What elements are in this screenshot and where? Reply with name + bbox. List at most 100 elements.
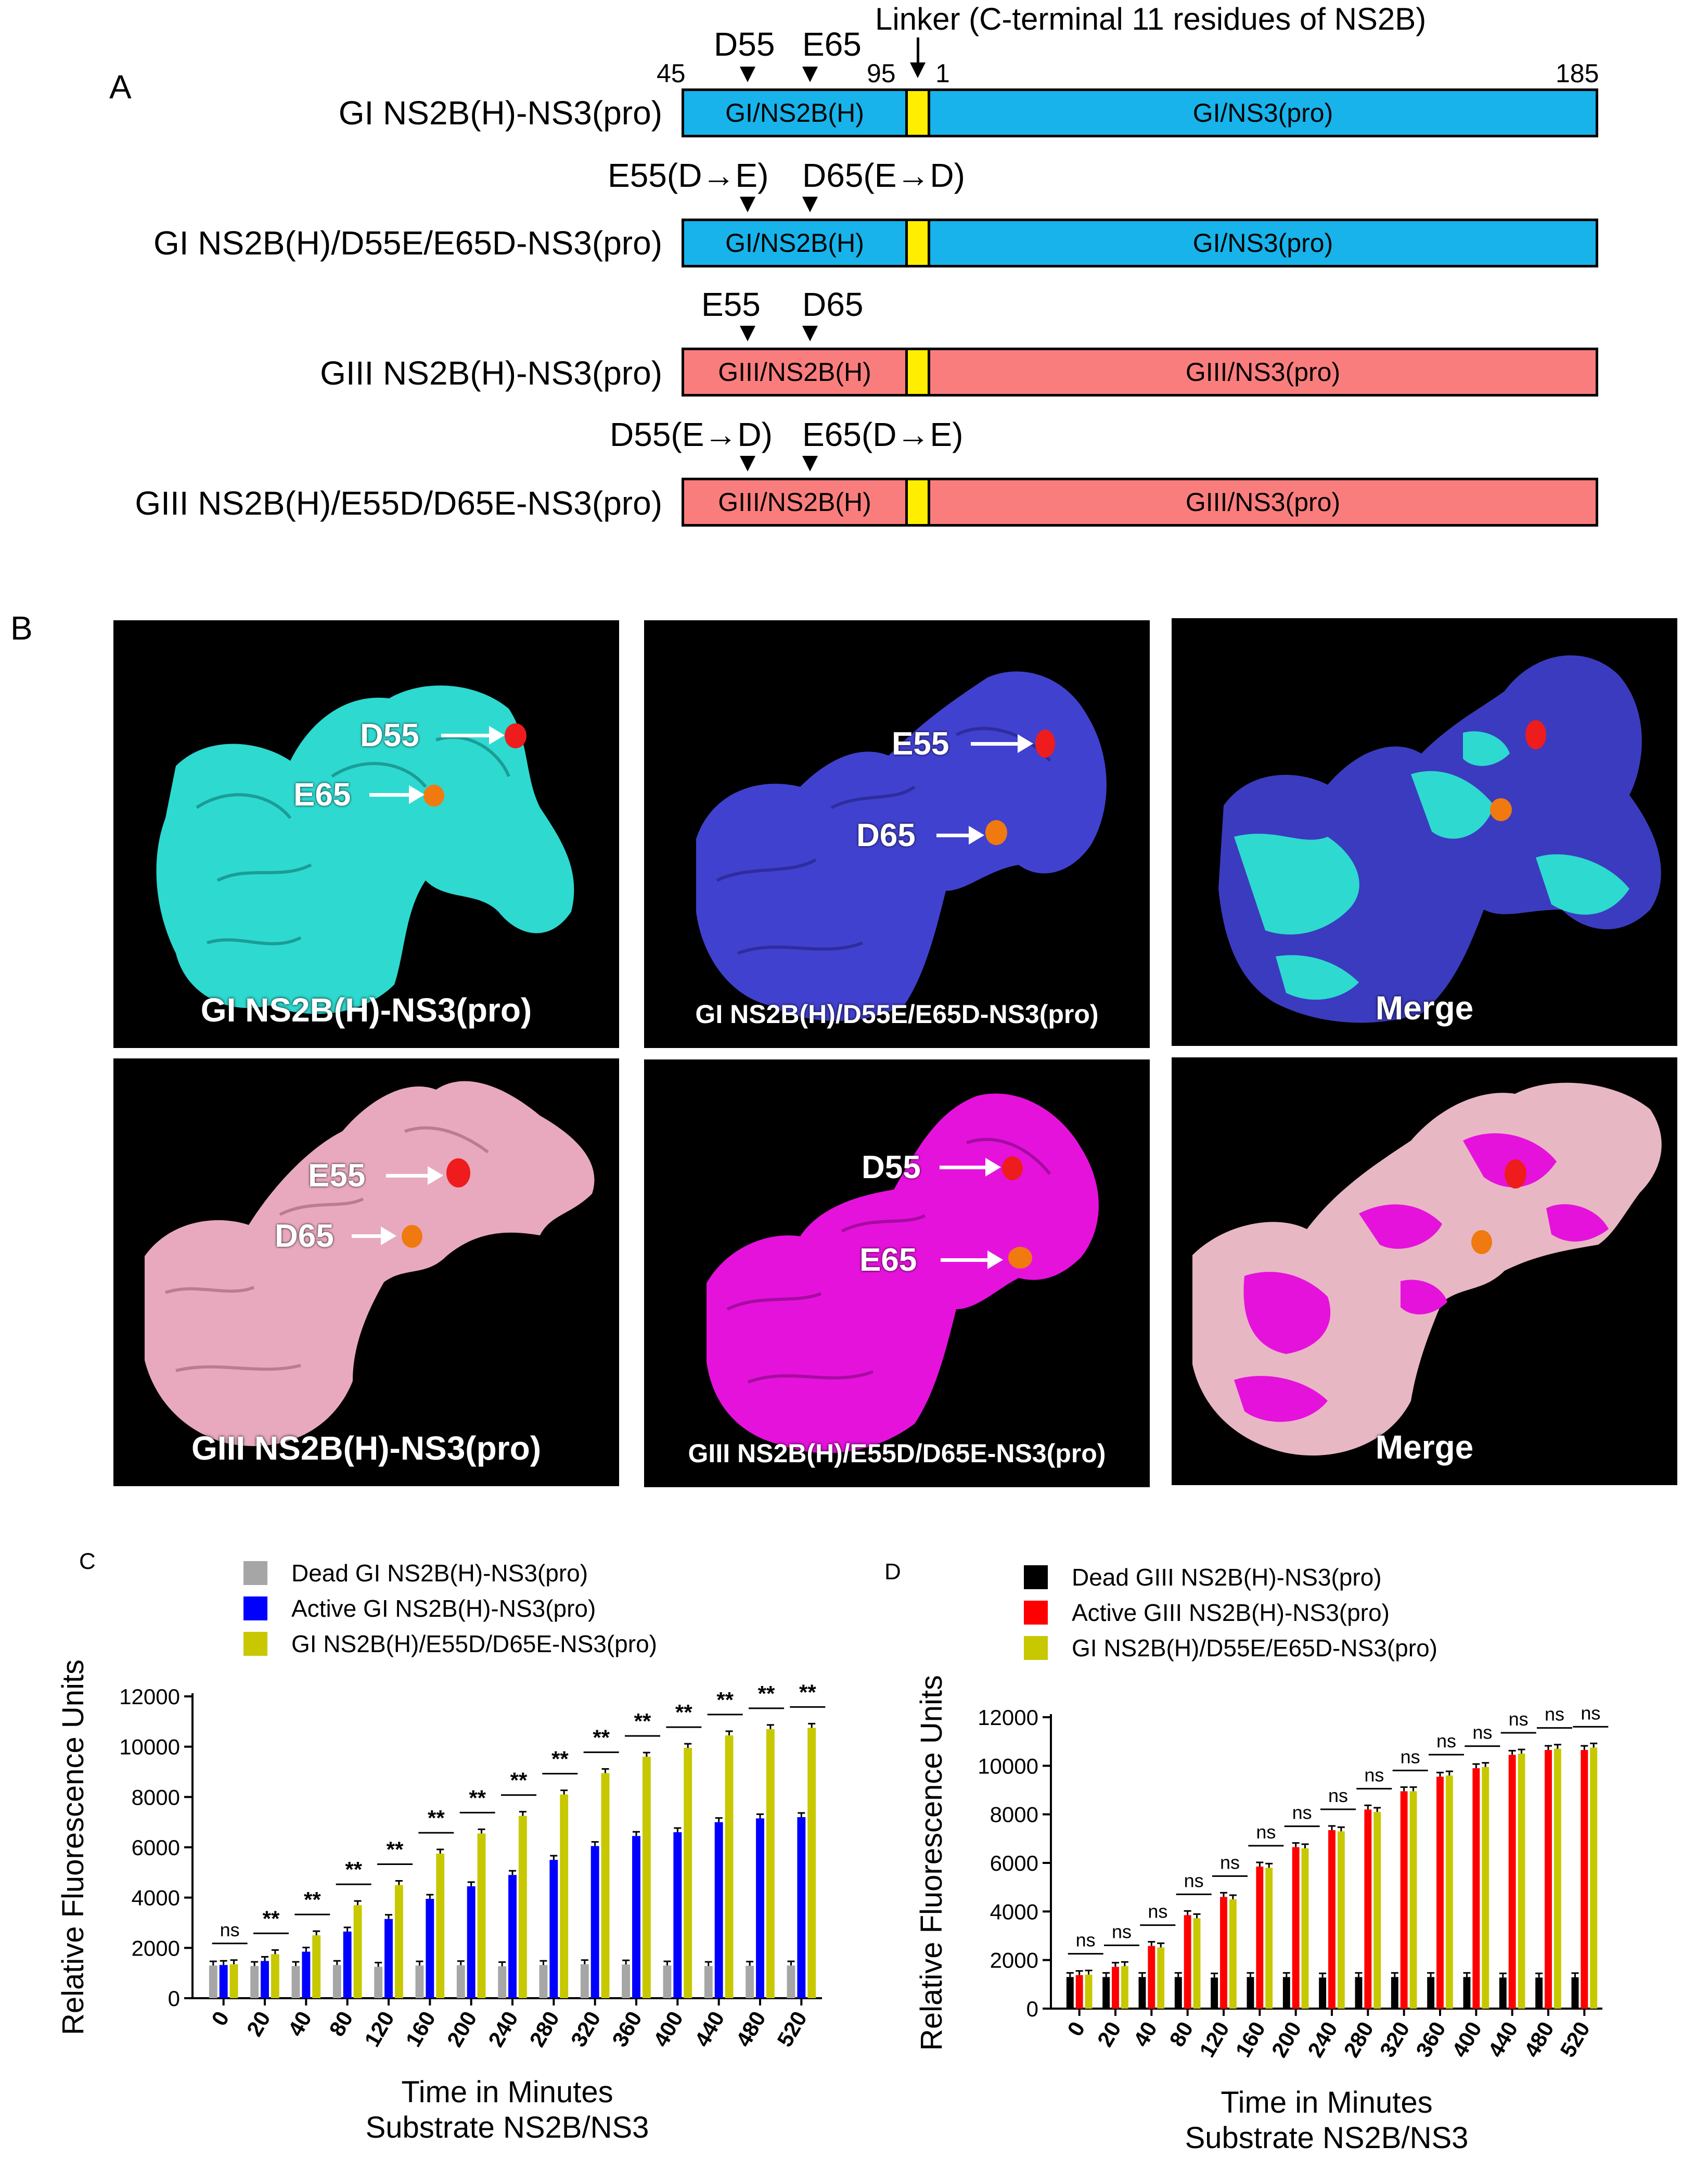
- pointer-arrow: [441, 734, 491, 737]
- y-tick-label: 6000: [132, 1835, 180, 1860]
- mutation-marker: [740, 326, 755, 341]
- bar: [1184, 1915, 1191, 2009]
- x-tick-label: 440: [690, 2007, 729, 2051]
- legend-entry: Active GIII NS2B(H)-NS3(pro): [1024, 1599, 1390, 1627]
- bar: [1075, 1975, 1083, 2009]
- bar: [1174, 1977, 1182, 2009]
- mutation-marker: [740, 197, 755, 212]
- residue-55-site: [446, 1158, 470, 1187]
- x-tick-label: 520: [1555, 2017, 1595, 2061]
- pointer-arrow-head: [987, 1250, 1003, 1269]
- ns3-segment: GIII/NS3(pro): [1185, 357, 1341, 387]
- significance-label: ns: [1220, 1851, 1240, 1873]
- x-tick-label: 520: [772, 2007, 812, 2051]
- bar: [632, 1836, 640, 1998]
- mutation-marker: [802, 456, 818, 471]
- position-185: 185: [1556, 59, 1599, 88]
- bar: [1085, 1974, 1093, 2009]
- residue-label: E65: [293, 777, 351, 813]
- x-axis-label: Time in Minutes: [1221, 2086, 1432, 2119]
- bar: [1535, 1977, 1543, 2009]
- significance-label: ns: [1328, 1785, 1348, 1806]
- bar: [1066, 1977, 1074, 2009]
- bar: [250, 1966, 259, 1998]
- bar: [1409, 1791, 1417, 2009]
- ns3-segment: GI/NS3(pro): [1192, 228, 1333, 258]
- linker-arrow-head: [910, 62, 926, 78]
- pointer-arrow-head: [969, 826, 984, 845]
- bar: [590, 1846, 599, 1998]
- legend-swatch: [1024, 1636, 1048, 1660]
- residue-55-site: [1035, 730, 1055, 758]
- bar: [746, 1965, 754, 1998]
- bar: [539, 1965, 548, 1998]
- pointer-arrow: [936, 834, 971, 837]
- pointer-arrow: [971, 742, 1020, 746]
- mutation-label: E65: [802, 25, 862, 63]
- legend-swatch: [243, 1632, 267, 1656]
- structure-image-gi-mutant: E55 D65 GI NS2B(H)/D55E/E65D-NS3(pro): [644, 620, 1150, 1048]
- bar: [1482, 1767, 1489, 2009]
- legend-entry: Active GI NS2B(H)-NS3(pro): [243, 1594, 596, 1622]
- bar: [343, 1931, 352, 1998]
- bar: [787, 1965, 795, 1998]
- image-caption: GI NS2B(H)-NS3(pro): [200, 991, 532, 1029]
- position-45: 45: [657, 59, 686, 88]
- significance-label: ns: [1184, 1870, 1204, 1891]
- residue-55-site: [505, 723, 526, 748]
- x-tick-label: 200: [1267, 2017, 1306, 2061]
- legend-label: GI NS2B(H)/E55D/D65E-NS3(pro): [291, 1630, 657, 1657]
- bar: [498, 1966, 507, 1998]
- legend-label: GI NS2B(H)/D55E/E65D-NS3(pro): [1072, 1634, 1437, 1662]
- ns2b-segment: GI/NS2B(H): [725, 98, 864, 127]
- ns2b-segment: GI/NS2B(H): [725, 228, 864, 258]
- ns3-segment: GI/NS3(pro): [1192, 98, 1333, 127]
- bar: [456, 1965, 465, 1998]
- bar: [1590, 1747, 1598, 2009]
- x-tick-label: 20: [242, 2007, 275, 2040]
- residue-65-site: [423, 785, 444, 807]
- bar: [797, 1817, 806, 1998]
- legend-label: Dead GIII NS2B(H)-NS3(pro): [1072, 1564, 1382, 1591]
- legend-swatch: [1024, 1601, 1048, 1625]
- residue-55-site: [1505, 1159, 1526, 1189]
- bar: [560, 1794, 569, 1998]
- residue-label: E65: [859, 1242, 917, 1278]
- pointer-arrow-head: [428, 1166, 443, 1185]
- bar: [1121, 1966, 1128, 2009]
- y-tick-label: 12000: [978, 1705, 1038, 1730]
- bar: [1364, 1809, 1372, 2009]
- x-tick-label: 480: [731, 2007, 770, 2051]
- image-caption: GIII NS2B(H)/E55D/D65E-NS3(pro): [688, 1439, 1106, 1468]
- bar: [1355, 1977, 1363, 2009]
- pointer-arrow: [352, 1234, 383, 1238]
- significance-label: ns: [1401, 1746, 1420, 1767]
- pointer-arrow: [940, 1166, 987, 1169]
- x-tick-label: 120: [359, 2007, 399, 2051]
- significance-label: ns: [1076, 1930, 1096, 1951]
- mutation-label: D55(E→D): [610, 416, 773, 453]
- x-tick-label: 80: [1164, 2017, 1198, 2051]
- x-tick-label: 160: [401, 2007, 440, 2051]
- residue-65-site: [985, 820, 1007, 845]
- bar: [1545, 1750, 1552, 2009]
- legend-label: Dead GI NS2B(H)-NS3(pro): [291, 1560, 588, 1587]
- y-tick-label: 6000: [990, 1851, 1038, 1875]
- ns2b-segment: GIII/NS2B(H): [718, 488, 871, 517]
- bar: [477, 1833, 486, 1998]
- mutation-label: E55: [701, 286, 761, 323]
- significance-label: ns: [1256, 1821, 1276, 1843]
- significance-label: **: [551, 1747, 569, 1771]
- bar: [436, 1854, 445, 1998]
- bar: [1328, 1830, 1335, 2009]
- legend-entry: Dead GI NS2B(H)-NS3(pro): [243, 1559, 588, 1587]
- x-tick-label: 280: [1339, 2017, 1378, 2061]
- pointer-arrow-head: [1018, 734, 1033, 753]
- bar: [1373, 1812, 1381, 2009]
- residue-55-site: [1525, 720, 1546, 749]
- significance-label: ns: [1112, 1921, 1132, 1942]
- x-tick-label: 160: [1230, 2017, 1270, 2061]
- significance-label: ns: [220, 1919, 240, 1940]
- residue-label: D55: [862, 1149, 921, 1185]
- panel-b-letter: B: [10, 609, 33, 647]
